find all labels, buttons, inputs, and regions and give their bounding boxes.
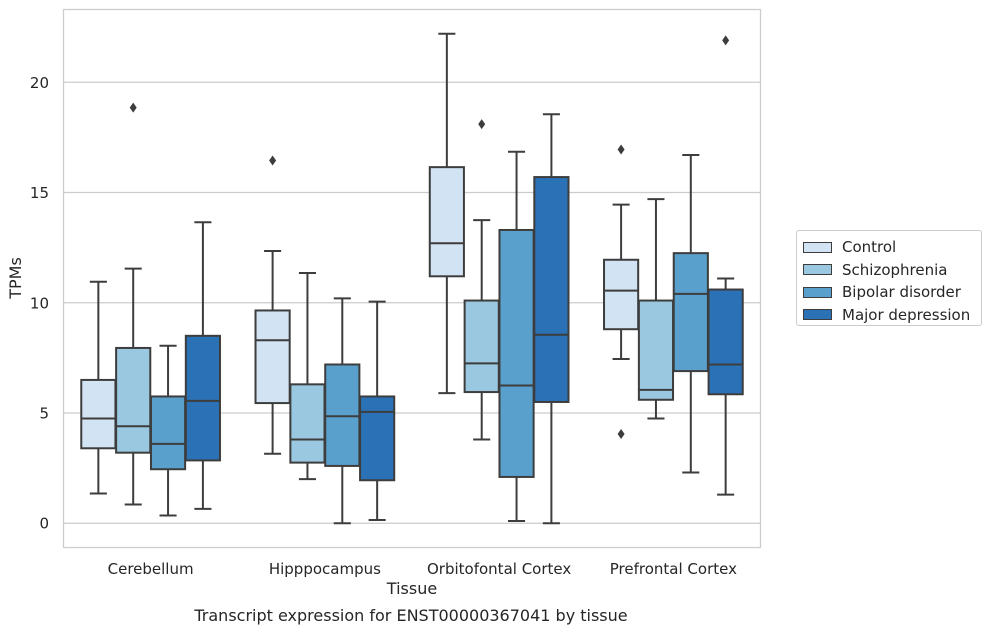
legend-item: Control bbox=[803, 236, 981, 259]
series-bipolar-disorder bbox=[149, 150, 709, 525]
box-series bbox=[80, 32, 744, 525]
outlier-marker bbox=[617, 144, 625, 155]
box bbox=[184, 221, 221, 510]
box-body bbox=[149, 395, 187, 471]
y-tick-label: 5 bbox=[39, 405, 49, 423]
legend-item: Bipolar disorder bbox=[803, 281, 981, 304]
box-body bbox=[289, 383, 326, 464]
box-body bbox=[463, 299, 500, 394]
box bbox=[359, 300, 396, 521]
y-tick-labels: 0 5 10 15 20 bbox=[30, 74, 49, 533]
box bbox=[289, 271, 326, 481]
x-tick-label: Orbitofontal Cortex bbox=[427, 560, 571, 578]
figure-caption: Transcript expression for ENST0000036704… bbox=[194, 606, 628, 625]
legend-item: Schizophrenia bbox=[803, 259, 981, 282]
legend: Control Schizophrenia Bipolar disorder Majo… bbox=[796, 230, 982, 326]
box bbox=[324, 297, 361, 525]
box-body bbox=[637, 299, 675, 401]
legend-label: Bipolar disorder bbox=[842, 283, 961, 302]
y-tick-label: 0 bbox=[39, 515, 49, 533]
box bbox=[498, 150, 535, 523]
box bbox=[149, 344, 187, 517]
series-schizophrenia bbox=[115, 102, 675, 506]
x-tick-label: Hipppocampus bbox=[269, 560, 381, 578]
box bbox=[707, 35, 744, 496]
box bbox=[80, 280, 117, 495]
box-body bbox=[672, 252, 709, 373]
legend-swatch bbox=[803, 309, 832, 321]
box-body bbox=[254, 309, 291, 405]
box-body bbox=[184, 334, 221, 462]
y-tick-label: 10 bbox=[30, 294, 49, 312]
box-body bbox=[603, 258, 640, 331]
outlier-marker bbox=[722, 35, 730, 46]
box bbox=[428, 32, 465, 395]
legend-label: Schizophrenia bbox=[842, 260, 948, 279]
outlier-marker bbox=[478, 119, 486, 130]
x-tick-label: Cerebellum bbox=[108, 560, 194, 578]
box bbox=[254, 155, 291, 455]
plot-frame bbox=[62, 8, 762, 549]
y-axis-label: TPMs bbox=[6, 257, 25, 300]
series-major-depression bbox=[184, 35, 744, 525]
box bbox=[463, 119, 500, 441]
outlier-marker bbox=[269, 155, 277, 166]
legend-swatch bbox=[803, 264, 832, 276]
box-body bbox=[498, 228, 535, 478]
legend-label: Major depression bbox=[842, 305, 971, 324]
box-body bbox=[707, 288, 744, 396]
outlier-marker bbox=[129, 102, 137, 113]
box-body bbox=[428, 166, 465, 278]
y-tick-label: 15 bbox=[30, 184, 49, 202]
x-axis-label: Tissue bbox=[386, 579, 437, 598]
x-tick-label: Prefrontal Cortex bbox=[610, 560, 737, 578]
legend-label: Control bbox=[842, 238, 897, 257]
legend-swatch bbox=[803, 241, 832, 253]
box bbox=[603, 144, 640, 439]
box-body bbox=[324, 363, 361, 467]
outlier-marker bbox=[617, 428, 625, 439]
box bbox=[115, 102, 152, 506]
x-tick-labels: Cerebellum Hipppocampus Orbitofontal Corte… bbox=[108, 560, 737, 578]
box bbox=[637, 198, 675, 420]
y-tick-label: 20 bbox=[30, 74, 49, 92]
box-body bbox=[533, 176, 570, 403]
box bbox=[672, 154, 709, 474]
box-body bbox=[80, 378, 117, 450]
box bbox=[533, 113, 570, 525]
box-body bbox=[115, 346, 152, 454]
legend-item: Major depression bbox=[803, 304, 981, 327]
legend-swatch bbox=[803, 286, 832, 298]
box-body bbox=[359, 395, 396, 482]
